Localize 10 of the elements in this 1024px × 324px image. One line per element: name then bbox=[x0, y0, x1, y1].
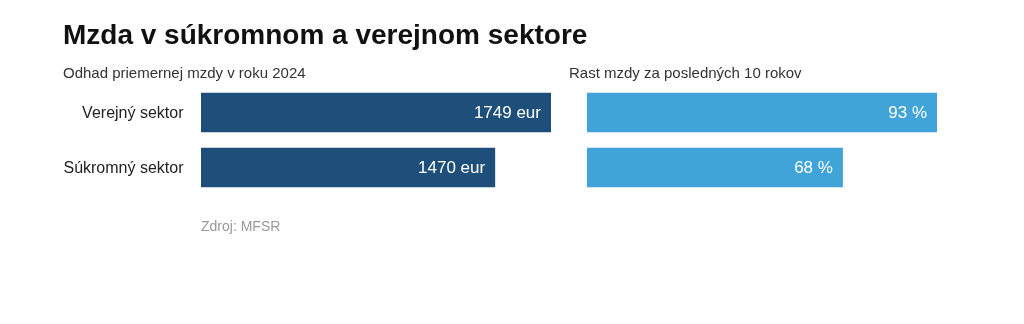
text: Zdroj: MFSR bbox=[201, 218, 281, 234]
data-label: 93 % bbox=[888, 102, 927, 122]
y-tick-label: Súkromný sektor bbox=[63, 158, 185, 176]
y-tick-label: Verejný sektor bbox=[82, 103, 185, 121]
chart-subtitle: Odhad priemernej mzdy v roku 2024 bbox=[62, 64, 306, 81]
data-label: 1749 eur bbox=[473, 102, 542, 122]
data-label: 68 % bbox=[794, 157, 833, 177]
chart-title: Mzda v súkromnom a verejnom sektore bbox=[62, 19, 588, 50]
chart-subtitle: Rast mzdy za posledných 10 rokov bbox=[569, 64, 803, 81]
data-label: 1470 eur bbox=[418, 157, 486, 177]
